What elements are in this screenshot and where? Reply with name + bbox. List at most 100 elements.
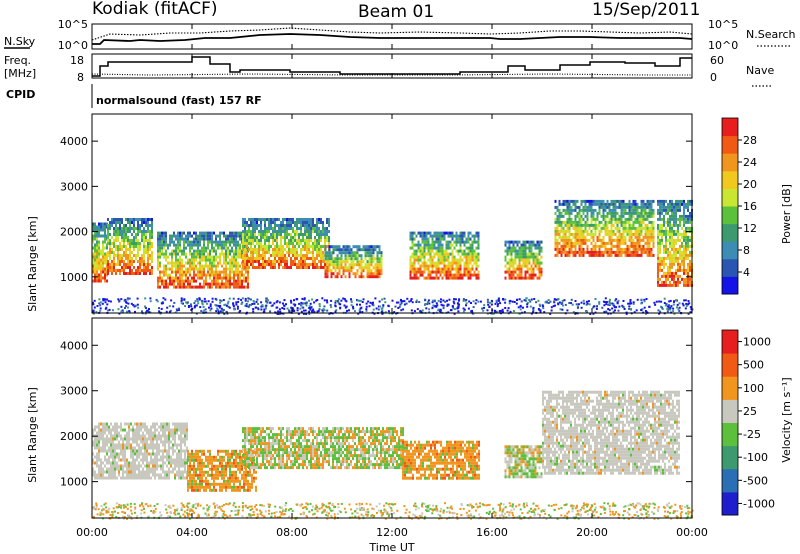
power-echo-cell xyxy=(237,255,239,259)
power-echo-cell xyxy=(608,217,611,221)
power-echo-cell xyxy=(376,260,379,264)
power-scatter-cell xyxy=(446,304,449,307)
power-scatter-cell xyxy=(598,302,601,305)
power-echo-cell xyxy=(221,282,223,286)
power-echo-cell xyxy=(314,257,316,260)
power-echo-cell xyxy=(175,243,177,247)
power-echo-cell xyxy=(614,253,617,257)
velocity-echo-cell xyxy=(102,473,104,477)
power-echo-cell xyxy=(143,266,145,269)
power-echo-cell xyxy=(425,231,428,235)
power-echo-cell xyxy=(508,270,511,274)
power-scatter-cell xyxy=(668,304,670,306)
power-echo-cell xyxy=(677,250,679,254)
power-echo-cell xyxy=(685,226,687,230)
power-echo-cell xyxy=(556,223,559,227)
power-echo-cell xyxy=(665,205,667,209)
power-echo-cell xyxy=(640,220,643,224)
power-echo-cell xyxy=(344,263,347,267)
power-echo-cell xyxy=(564,250,567,254)
power-echo-cell xyxy=(288,242,290,245)
power-echo-cell xyxy=(433,234,436,238)
velocity-echo-cell xyxy=(98,467,100,471)
power-echo-cell xyxy=(594,232,597,236)
power-echo-cell xyxy=(348,266,351,270)
velocity-echo-cell xyxy=(124,470,126,474)
power-echo-cell xyxy=(117,251,119,254)
power-echo-cell xyxy=(604,241,607,245)
power-echo-cell xyxy=(111,242,113,245)
power-echo-cell xyxy=(600,202,603,206)
power-echo-cell xyxy=(683,247,685,251)
power-echo-cell xyxy=(415,243,418,247)
velocity-echo-cell xyxy=(120,422,122,426)
power-echo-cell xyxy=(284,218,286,221)
power-echo-cell xyxy=(288,218,290,221)
power-echo-cell xyxy=(250,224,252,227)
power-echo-cell xyxy=(473,234,476,238)
power-scatter-cell xyxy=(249,298,252,301)
power-echo-cell xyxy=(652,238,655,242)
power-scatter-cell xyxy=(625,312,628,315)
power-echo-cell xyxy=(435,237,438,241)
power-echo-cell xyxy=(352,263,355,267)
power-echo-cell xyxy=(586,211,589,215)
power-echo-cell xyxy=(465,255,468,259)
power-echo-cell xyxy=(276,245,278,248)
power-echo-cell xyxy=(683,262,685,266)
power-echo-cell xyxy=(683,250,685,254)
power-echo-cell xyxy=(364,251,367,255)
power-echo-cell xyxy=(638,220,641,224)
power-echo-cell xyxy=(268,245,270,248)
velocity-echo-cell xyxy=(112,452,114,456)
power-scatter-cell xyxy=(361,301,364,303)
power-echo-cell xyxy=(451,261,454,265)
power-scatter-cell xyxy=(479,300,482,303)
power-echo-cell xyxy=(560,253,563,257)
power-echo-cell xyxy=(443,258,446,262)
power-echo-cell xyxy=(163,255,165,259)
power-scatter-cell xyxy=(276,306,279,309)
power-echo-cell xyxy=(235,243,237,247)
power-echo-cell xyxy=(528,240,531,244)
power-echo-cell xyxy=(659,205,661,209)
power-echo-cell xyxy=(461,249,464,253)
power-echo-cell xyxy=(536,264,539,268)
power-echo-cell xyxy=(117,230,119,233)
power-echo-cell xyxy=(606,247,609,251)
power-echo-cell xyxy=(508,264,511,268)
power-scatter-cell xyxy=(608,309,611,312)
power-echo-cell xyxy=(348,275,351,279)
power-echo-cell xyxy=(131,242,133,245)
power-echo-cell xyxy=(427,267,430,271)
power-echo-cell xyxy=(368,254,371,258)
power-echo-cell xyxy=(304,245,306,248)
power-echo-cell xyxy=(673,262,675,266)
power-echo-cell xyxy=(268,236,270,239)
power-echo-cell xyxy=(102,264,104,268)
power-scatter-cell xyxy=(265,300,268,303)
power-echo-cell xyxy=(195,273,197,277)
power-echo-cell xyxy=(246,221,248,224)
power-echo-cell xyxy=(205,237,207,241)
power-echo-cell xyxy=(628,247,631,251)
power-scatter-cell xyxy=(99,304,102,307)
power-echo-band xyxy=(107,218,153,275)
power-echo-cell xyxy=(443,237,446,241)
power-scatter-cell xyxy=(252,308,255,310)
power-echo-cell xyxy=(362,269,365,273)
power-echo-cell xyxy=(276,224,278,227)
velocity-echo-cell xyxy=(92,440,94,444)
power-echo-cell xyxy=(167,243,169,247)
power-echo-cell xyxy=(189,267,191,271)
power-scatter-cell xyxy=(144,312,147,315)
power-echo-cell xyxy=(679,208,681,212)
power-echo-cell xyxy=(195,249,197,253)
power-echo-cell xyxy=(634,199,637,203)
power-echo-cell xyxy=(602,253,605,257)
power-echo-cell xyxy=(614,211,617,215)
power-echo-cell xyxy=(157,276,159,280)
power-echo-cell xyxy=(669,262,671,266)
power-echo-cell xyxy=(570,205,573,209)
power-echo-cell xyxy=(328,260,331,264)
